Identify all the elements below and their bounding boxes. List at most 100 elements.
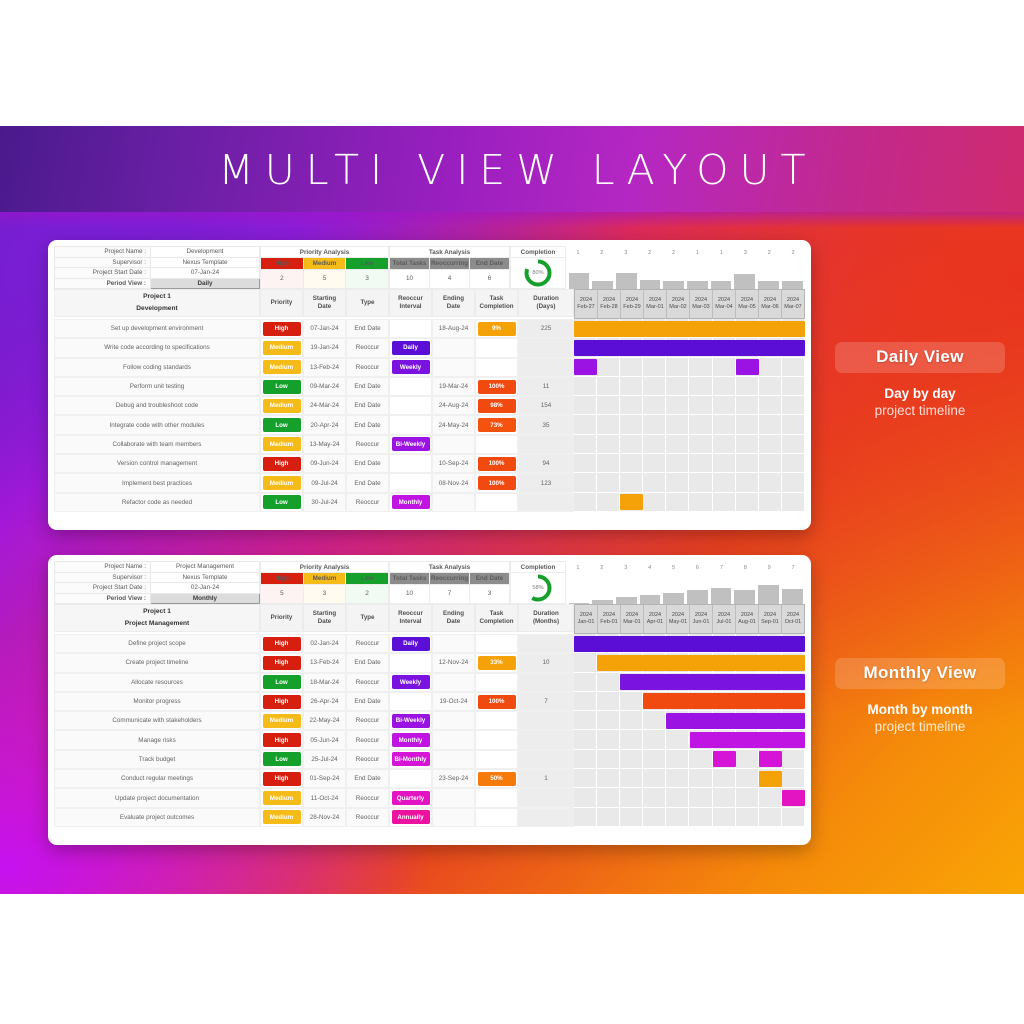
gantt-cell[interactable] (597, 749, 621, 770)
table-row[interactable]: Integrate code with other modules Low 20-A… (54, 415, 805, 435)
gantt-cell[interactable] (643, 769, 667, 789)
gantt-cell[interactable] (666, 769, 690, 789)
gantt-cell[interactable] (620, 691, 644, 712)
table-row[interactable]: Track budget Low 25-Jul-24 Reoccur Bi-Monthl… (54, 749, 805, 770)
gantt-cell[interactable] (666, 807, 690, 827)
gantt-header-cell-2[interactable]: 2024 Feb-29 (621, 290, 644, 318)
gantt-cell[interactable] (781, 807, 805, 827)
gantt-cell[interactable] (735, 415, 759, 435)
gantt-cell[interactable] (643, 749, 667, 770)
gantt-bar[interactable] (643, 693, 805, 710)
gantt-cell[interactable] (712, 415, 736, 435)
gantt-cell[interactable] (574, 415, 598, 435)
gantt-cell[interactable] (620, 749, 644, 770)
table-row[interactable]: Conduct regular meetings High 01-Sep-24 End… (54, 769, 805, 789)
gantt-bar[interactable] (620, 674, 805, 691)
gantt-cell[interactable] (689, 357, 713, 377)
gantt-cell[interactable] (758, 492, 782, 512)
gantt-cell[interactable] (758, 788, 782, 808)
col-header-task-completion[interactable]: Task Completion (475, 604, 518, 632)
gantt-cell[interactable] (574, 711, 598, 731)
gantt-header-cell-7[interactable]: 2024 Mar-05 (736, 290, 759, 318)
gantt-cell[interactable] (689, 434, 713, 455)
gantt-cell[interactable] (666, 376, 690, 397)
gantt-cell[interactable] (620, 415, 644, 435)
gantt-cell[interactable] (574, 730, 598, 750)
gantt-cell[interactable] (735, 769, 759, 789)
col-header-ending-date[interactable]: Ending Date (432, 604, 475, 632)
gantt-row[interactable] (574, 396, 805, 416)
gantt-header-cell-9[interactable]: 2024 Oct-01 (782, 605, 804, 633)
gantt-cell[interactable] (735, 492, 759, 512)
table-row[interactable]: Update project documentation Medium 11-Oct… (54, 788, 805, 808)
gantt-cell[interactable] (574, 807, 598, 827)
gantt-cell[interactable] (712, 807, 736, 827)
gantt-cell[interactable] (689, 396, 713, 416)
col-header-duration[interactable]: Duration (Months) (518, 604, 574, 632)
col-header-type[interactable]: Type (346, 604, 389, 632)
gantt-cell[interactable] (620, 357, 644, 377)
gantt-cell[interactable] (643, 396, 667, 416)
gantt-cell[interactable] (712, 454, 736, 474)
gantt-cell[interactable] (712, 492, 736, 512)
gantt-row[interactable] (574, 634, 805, 654)
col-header-starting-date[interactable]: Starting Date (303, 604, 346, 632)
gantt-row[interactable] (574, 653, 805, 673)
gantt-cell[interactable] (574, 434, 598, 455)
gantt-cell[interactable] (666, 492, 690, 512)
col-header-priority[interactable]: Priority (260, 289, 303, 317)
gantt-cell[interactable] (574, 376, 598, 397)
gantt-bar[interactable] (574, 339, 805, 356)
gantt-cell[interactable] (597, 711, 621, 731)
gantt-row[interactable] (574, 788, 805, 808)
table-row[interactable]: Perform unit testing Low 09-Mar-24 End Date… (54, 376, 805, 397)
gantt-header-cell-4[interactable]: 2024 Mar-02 (667, 290, 690, 318)
table-row[interactable]: Write code according to specifications Me… (54, 338, 805, 358)
gantt-cell[interactable] (735, 788, 759, 808)
gantt-cell[interactable] (689, 473, 713, 493)
gantt-cell[interactable] (620, 396, 644, 416)
gantt-bar[interactable] (597, 654, 805, 671)
gantt-cell[interactable] (574, 749, 598, 770)
gantt-cell[interactable] (620, 454, 644, 474)
table-row[interactable]: Set up development environment High 07-Jan… (54, 319, 805, 339)
gantt-cell[interactable] (781, 415, 805, 435)
gantt-cell[interactable] (643, 454, 667, 474)
gantt-row[interactable] (574, 473, 805, 493)
gantt-cell[interactable] (666, 396, 690, 416)
table-row[interactable]: Refactor code as needed Low 30-Jul-24 Reocc… (54, 492, 805, 512)
gantt-cell[interactable] (574, 454, 598, 474)
col-header-duration[interactable]: Duration (Days) (518, 289, 574, 317)
gantt-row[interactable] (574, 338, 805, 358)
gantt-cell[interactable] (620, 769, 644, 789)
gantt-bar-secondary[interactable] (758, 751, 782, 768)
gantt-row[interactable] (574, 807, 805, 827)
gantt-cell[interactable] (712, 473, 736, 493)
col-header-ending-date[interactable]: Ending Date (432, 289, 475, 317)
gantt-cell[interactable] (574, 396, 598, 416)
table-row[interactable]: Follow coding standards Medium 13-Feb-24 Re… (54, 357, 805, 377)
gantt-cell[interactable] (574, 769, 598, 789)
gantt-header-cell-9[interactable]: 2024 Mar-07 (782, 290, 804, 318)
gantt-cell[interactable] (689, 415, 713, 435)
gantt-header-cell-3[interactable]: 2024 Apr-01 (644, 605, 667, 633)
gantt-cell[interactable] (735, 473, 759, 493)
gantt-bar-secondary[interactable] (735, 359, 759, 376)
gantt-cell[interactable] (689, 749, 713, 770)
gantt-bar[interactable] (574, 359, 598, 376)
gantt-cell[interactable] (666, 473, 690, 493)
gantt-cell[interactable] (758, 807, 782, 827)
gantt-cell[interactable] (758, 434, 782, 455)
gantt-cell[interactable] (574, 653, 598, 673)
gantt-cell[interactable] (643, 473, 667, 493)
gantt-cell[interactable] (643, 711, 667, 731)
table-row[interactable]: Communicate with stakeholders Medium 22-Ma… (54, 711, 805, 731)
table-row[interactable]: Monitor progress High 26-Apr-24 End Date 19-… (54, 691, 805, 712)
gantt-cell[interactable] (689, 788, 713, 808)
gantt-cell[interactable] (689, 492, 713, 512)
gantt-bar[interactable] (689, 731, 805, 748)
gantt-cell[interactable] (712, 376, 736, 397)
gantt-cell[interactable] (620, 473, 644, 493)
col-header-type[interactable]: Type (346, 289, 389, 317)
gantt-cell[interactable] (735, 749, 759, 770)
